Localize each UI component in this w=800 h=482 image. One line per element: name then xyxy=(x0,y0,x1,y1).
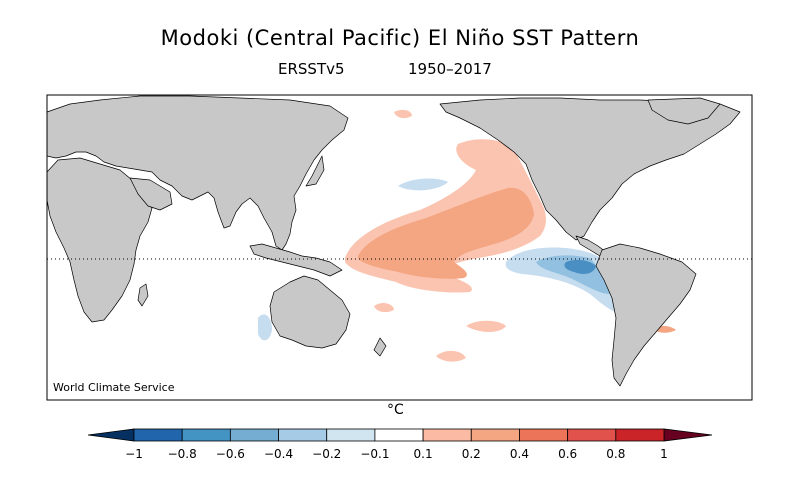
colorbar-swatch xyxy=(615,428,665,442)
colorbar-swatch xyxy=(422,428,472,442)
arabia-landmass xyxy=(129,177,173,211)
colorbar-tick-label: −0.8 xyxy=(167,447,197,461)
colorbar-swatch xyxy=(133,428,183,442)
colorbar-tick-label: 0.8 xyxy=(606,447,626,461)
colorbar-swatch xyxy=(374,428,424,442)
new-zealand-landmass xyxy=(373,337,387,357)
map-title: Modoki (Central Pacific) El Niño SST Pat… xyxy=(160,26,640,50)
colorbar-swatch xyxy=(229,428,279,442)
colorbar-tick-label: −0.1 xyxy=(360,447,390,461)
colorbar-swatch xyxy=(470,428,520,442)
map-border xyxy=(46,94,753,401)
cool-anomaly-region xyxy=(505,247,626,314)
greenland-landmass xyxy=(647,97,721,125)
colorbar-tick-label: 0.2 xyxy=(461,447,481,461)
cool-anomaly-patch xyxy=(258,314,272,341)
south-america-landmass xyxy=(595,243,697,387)
colorbar-tick-label: 0.1 xyxy=(413,447,433,461)
cool-anomaly-layer xyxy=(258,178,626,341)
cool-anomaly-patch xyxy=(398,178,448,191)
dataset-label: ERSSTv5 xyxy=(278,60,345,78)
warm-anomaly-patch xyxy=(374,303,394,313)
colorbar-arrow-high xyxy=(663,428,713,442)
colorbar-tick-label: −0.2 xyxy=(312,447,342,461)
land-layer xyxy=(46,95,741,387)
colorbar xyxy=(87,428,713,442)
warm-anomaly-patch xyxy=(436,350,466,362)
japan-landmass xyxy=(305,155,325,187)
colorbar-tick-label: −0.4 xyxy=(263,447,294,461)
colorbar-tick-label: 0.6 xyxy=(558,447,578,461)
colorbar-tick-label: 0.4 xyxy=(509,447,529,461)
colorbar-swatch xyxy=(519,428,569,442)
warm-anomaly-layer xyxy=(345,109,676,362)
warm-anomaly-patch xyxy=(394,109,412,119)
colorbar-swatch xyxy=(326,428,376,442)
australia-landmass xyxy=(269,275,351,349)
madagascar-landmass xyxy=(137,283,149,307)
colorbar-tick-label: 1 xyxy=(660,447,668,461)
colorbar-tick-label: −1 xyxy=(125,447,143,461)
warm-anomaly-core xyxy=(358,187,534,279)
colorbar-tick-label: −0.6 xyxy=(215,447,245,461)
colorbar-unit: °C xyxy=(387,402,404,418)
eurasia-landmass xyxy=(46,95,349,251)
colorbar-swatch xyxy=(278,428,328,442)
credit-label: World Climate Service xyxy=(53,381,175,394)
warm-anomaly-patch xyxy=(466,320,506,332)
colorbar-arrow-low xyxy=(87,428,135,442)
colorbar-swatch xyxy=(567,428,617,442)
cool-anomaly-core xyxy=(564,259,596,274)
period-label: 1950–2017 xyxy=(408,60,492,78)
colorbar-swatch xyxy=(181,428,231,442)
